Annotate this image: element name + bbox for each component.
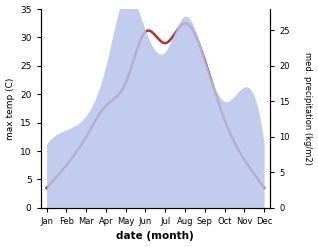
X-axis label: date (month): date (month): [116, 231, 194, 242]
Y-axis label: med. precipitation (kg/m2): med. precipitation (kg/m2): [303, 52, 313, 165]
Y-axis label: max temp (C): max temp (C): [5, 77, 15, 140]
